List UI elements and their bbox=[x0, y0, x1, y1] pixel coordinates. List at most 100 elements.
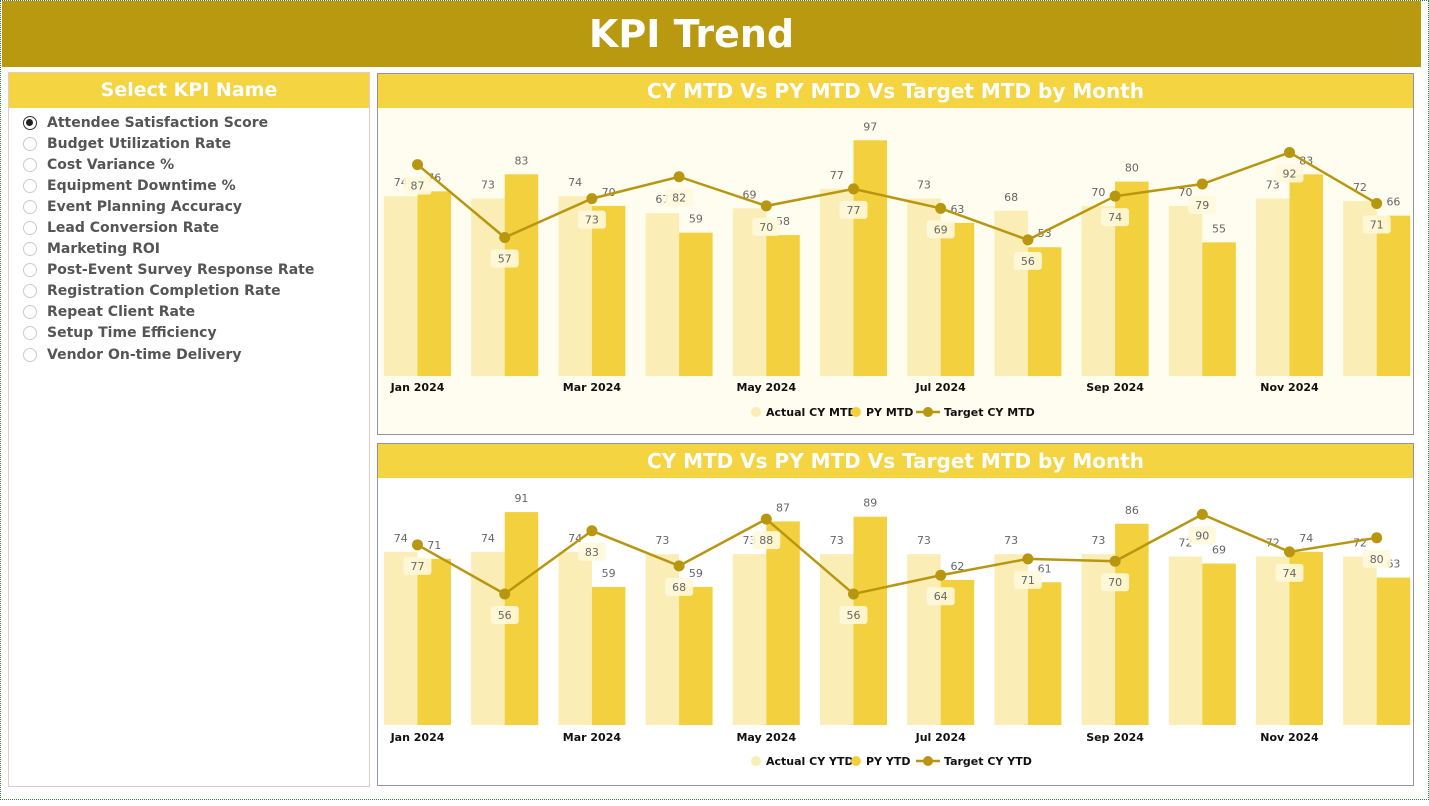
py-bar bbox=[1289, 174, 1323, 376]
kpi-option-label: Lead Conversion Rate bbox=[47, 220, 220, 237]
target-data-label: 82 bbox=[672, 192, 686, 205]
legend-py-label: PY MTD bbox=[866, 406, 913, 419]
actual-data-label: 73 bbox=[481, 179, 495, 192]
target-label-box bbox=[1362, 215, 1391, 234]
target-label-box bbox=[577, 542, 606, 561]
legend-target-label: Target CY MTD bbox=[944, 406, 1035, 419]
radio-button[interactable] bbox=[23, 221, 37, 236]
actual-bar bbox=[1256, 198, 1290, 376]
kpi-option[interactable]: Budget Utilization Rate bbox=[23, 133, 369, 154]
legend-py-label: PY YTD bbox=[866, 755, 910, 768]
target-data-label: 74 bbox=[1283, 567, 1297, 580]
target-label-box bbox=[403, 556, 432, 575]
target-point bbox=[673, 171, 685, 183]
py-bar bbox=[679, 232, 713, 376]
actual-data-label: 73 bbox=[1004, 534, 1018, 547]
target-point bbox=[586, 193, 598, 205]
legend-target-marker bbox=[923, 407, 933, 417]
kpi-option-label: Vendor On-time Delivery bbox=[47, 346, 242, 363]
target-label-box bbox=[926, 587, 955, 606]
kpi-option[interactable]: Event Planning Accuracy bbox=[23, 196, 369, 217]
actual-bar bbox=[1168, 205, 1203, 376]
radio-button[interactable] bbox=[23, 263, 37, 278]
target-label-box bbox=[1101, 573, 1130, 592]
target-data-label: 80 bbox=[1370, 553, 1384, 566]
radio-button[interactable] bbox=[23, 136, 37, 151]
kpi-option[interactable]: Equipment Downtime % bbox=[23, 175, 369, 196]
kpi-option[interactable]: Vendor On-time Delivery bbox=[23, 344, 369, 365]
target-data-label: 56 bbox=[1021, 255, 1035, 268]
radio-button[interactable] bbox=[23, 347, 37, 362]
actual-bar bbox=[732, 554, 767, 725]
radio-button[interactable] bbox=[23, 115, 37, 130]
target-label-box bbox=[577, 210, 606, 229]
x-tick-label: Jan 2024 bbox=[390, 731, 445, 744]
py-data-label: 83 bbox=[514, 154, 528, 167]
target-label-box bbox=[665, 188, 694, 207]
target-data-label: 64 bbox=[934, 590, 948, 603]
target-data-label: 56 bbox=[498, 609, 512, 622]
radio-button[interactable] bbox=[23, 326, 37, 341]
target-point bbox=[1371, 197, 1383, 209]
actual-data-label: 73 bbox=[1266, 179, 1280, 192]
radio-button[interactable] bbox=[23, 305, 37, 320]
actual-bar bbox=[1256, 556, 1290, 725]
radio-button[interactable] bbox=[23, 157, 37, 172]
target-point bbox=[1371, 532, 1383, 544]
kpi-option-label: Post-Event Survey Response Rate bbox=[47, 262, 315, 279]
target-point bbox=[412, 159, 423, 171]
kpi-option[interactable]: Post-Event Survey Response Rate bbox=[23, 260, 369, 281]
legend-actual-marker bbox=[751, 756, 761, 766]
target-label-box bbox=[1188, 196, 1217, 215]
actual-bar bbox=[907, 554, 941, 725]
py-data-label: 59 bbox=[689, 567, 703, 580]
target-data-label: 90 bbox=[1195, 529, 1209, 542]
py-bar bbox=[766, 521, 800, 725]
target-line bbox=[416, 151, 1378, 242]
radio-button[interactable] bbox=[23, 284, 37, 299]
actual-bar bbox=[384, 551, 418, 725]
legend-actual-label: Actual CY YTD bbox=[766, 755, 854, 768]
py-bar bbox=[940, 222, 975, 376]
chart-ytd: 7471749174597359738773897362736173867269… bbox=[384, 492, 1411, 768]
kpi-option[interactable]: Cost Variance % bbox=[23, 154, 369, 175]
actual-data-label: 73 bbox=[1091, 534, 1105, 547]
py-data-label: 74 bbox=[1299, 532, 1313, 545]
py-bar bbox=[1027, 582, 1062, 725]
actual-bar bbox=[1081, 205, 1116, 376]
py-bar bbox=[591, 205, 626, 376]
target-data-label: 74 bbox=[1108, 211, 1122, 224]
kpi-option[interactable]: Attendee Satisfaction Score bbox=[23, 112, 369, 133]
py-data-label: 89 bbox=[863, 497, 877, 510]
py-bar bbox=[417, 558, 451, 725]
chart-panel-ytd: CY MTD Vs PY MTD Vs Target MTD by Month … bbox=[377, 443, 1414, 786]
target-point bbox=[1196, 508, 1208, 520]
kpi-list: Attendee Satisfaction Score Budget Utiliz… bbox=[9, 108, 369, 365]
kpi-option[interactable]: Registration Completion Rate bbox=[23, 281, 369, 302]
actual-data-label: 73 bbox=[655, 534, 669, 547]
target-label-box bbox=[490, 249, 519, 268]
target-data-label: 68 bbox=[672, 581, 686, 594]
kpi-option-label: Marketing ROI bbox=[47, 241, 160, 258]
target-label-box bbox=[752, 217, 781, 236]
slicer-title: Select KPI Name bbox=[9, 73, 369, 108]
target-data-label: 69 bbox=[934, 223, 948, 236]
kpi-option[interactable]: Repeat Client Rate bbox=[23, 302, 369, 323]
py-data-label: 97 bbox=[863, 120, 877, 133]
radio-button[interactable] bbox=[23, 199, 37, 214]
kpi-option[interactable]: Setup Time Efficiency bbox=[23, 323, 369, 344]
x-tick-label: Jul 2024 bbox=[915, 381, 966, 394]
legend-target-marker bbox=[923, 756, 933, 766]
py-bar bbox=[679, 586, 713, 725]
radio-button[interactable] bbox=[23, 178, 37, 193]
kpi-option[interactable]: Marketing ROI bbox=[23, 239, 369, 260]
radio-button[interactable] bbox=[23, 242, 37, 257]
kpi-option[interactable]: Lead Conversion Rate bbox=[23, 217, 369, 238]
target-data-label: 70 bbox=[759, 221, 773, 234]
target-label-box bbox=[490, 605, 519, 624]
target-label-box bbox=[752, 531, 781, 550]
actual-bar bbox=[384, 196, 418, 376]
target-data-label: 57 bbox=[498, 252, 512, 265]
py-bar bbox=[591, 586, 626, 725]
py-data-label: 55 bbox=[1212, 222, 1226, 235]
